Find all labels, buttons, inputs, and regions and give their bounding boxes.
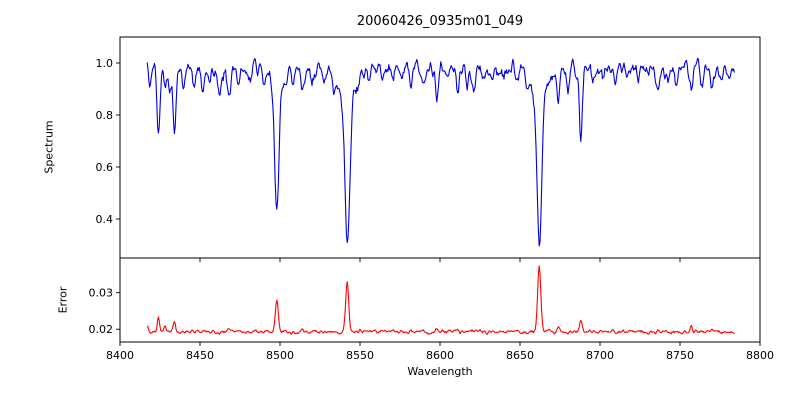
x-tick-label: 8450 — [186, 349, 214, 362]
error-axis-label: Error — [56, 286, 70, 314]
spectrum-axis-label: Spectrum — [42, 120, 56, 174]
chart-title: 20060426_0935m01_049 — [356, 14, 524, 29]
x-tick-label: 8750 — [666, 349, 694, 362]
x-tick-label: 8800 — [746, 349, 774, 362]
y-tick-label: 0.8 — [96, 109, 114, 122]
error-line — [146, 265, 735, 335]
error-axes-frame — [119, 257, 761, 343]
x-tick-label: 8650 — [506, 349, 534, 362]
x-tick-label: 8400 — [106, 349, 134, 362]
wavelength-axis-label: Wavelength — [407, 365, 473, 378]
y-tick-label: 0.03 — [89, 287, 114, 300]
x-tick-label: 8600 — [426, 349, 454, 362]
spectrum-line — [146, 57, 735, 247]
x-tick-label: 8700 — [586, 349, 614, 362]
y-tick-label: 0.4 — [96, 213, 114, 226]
x-tick-label: 8500 — [266, 349, 294, 362]
y-tick-label: 0.02 — [89, 323, 114, 336]
y-tick-label: 0.6 — [96, 161, 114, 174]
y-tick-label: 1.0 — [96, 57, 114, 70]
x-tick-label: 8550 — [346, 349, 374, 362]
